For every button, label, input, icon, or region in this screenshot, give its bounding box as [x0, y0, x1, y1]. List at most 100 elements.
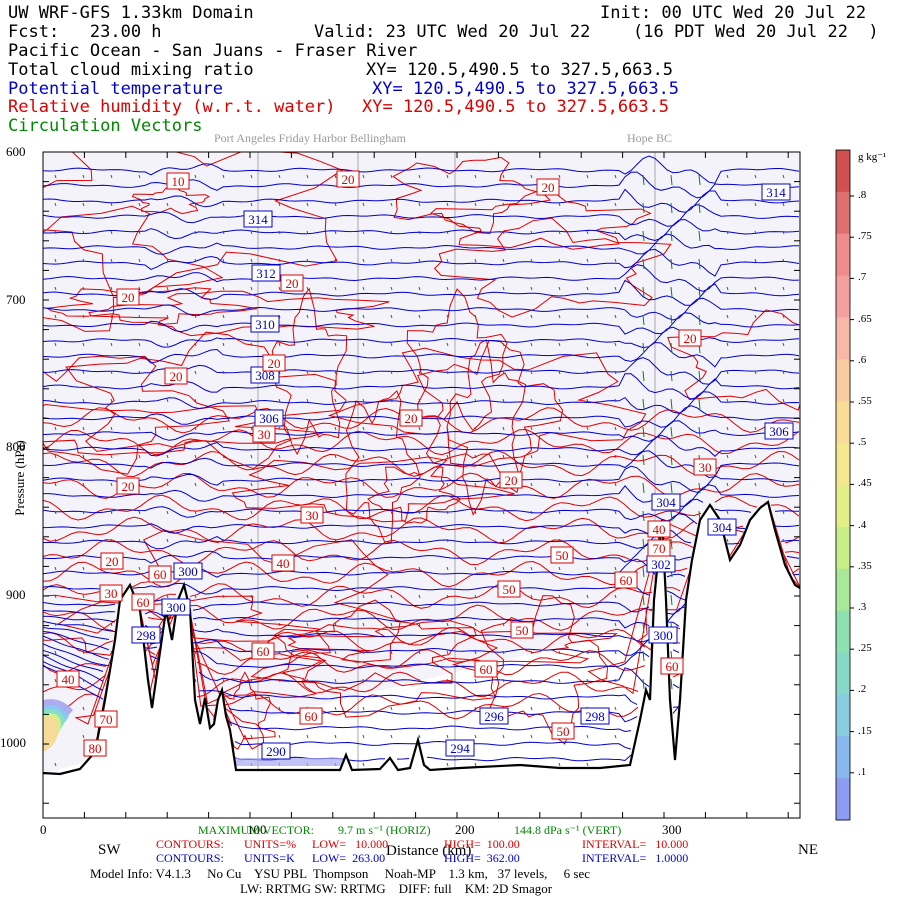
wind-vector — [362, 342, 365, 347]
wind-vector — [502, 342, 505, 347]
wind-vector — [670, 202, 673, 214]
wind-vector — [726, 342, 729, 347]
wind-vector — [278, 538, 281, 543]
wind-vector — [614, 538, 617, 543]
wind-vector — [446, 286, 449, 291]
rh-label: 40 — [653, 522, 666, 537]
wind-vector — [418, 594, 421, 599]
theta-label: 298 — [585, 709, 605, 724]
wind-vector — [250, 566, 253, 571]
theta-label: 314 — [766, 185, 786, 200]
wind-vector — [530, 286, 533, 291]
wind-vector — [110, 538, 113, 543]
wind-vector — [306, 342, 309, 347]
wind-vector — [54, 482, 57, 487]
wind-vector — [390, 258, 393, 263]
field-rh-xy: XY= 120.5,490.5 to 327.5,663.5 — [362, 97, 670, 117]
wind-vector — [222, 622, 225, 627]
colorbar-label: .4 — [858, 518, 867, 531]
wind-vector — [642, 482, 645, 494]
wind-vector — [222, 650, 225, 655]
wind-vector — [278, 678, 281, 683]
rh-label-box — [166, 172, 190, 190]
wind-vector — [54, 370, 57, 375]
wind-vector — [418, 174, 421, 179]
wind-vector — [334, 230, 337, 235]
colorbar-label: .3 — [858, 601, 867, 613]
rh-label-box — [83, 739, 107, 757]
wind-vector — [530, 594, 533, 599]
cloud-fill — [205, 758, 345, 766]
wind-vector — [502, 538, 505, 543]
wind-vector — [726, 426, 729, 431]
wind-vector — [474, 678, 477, 683]
terrain — [42, 500, 801, 818]
wind-vector — [586, 538, 589, 543]
max-vector-horiz: 9.7 m s⁻¹ (HORIZ) — [338, 823, 431, 837]
wind-vector — [222, 286, 225, 291]
wind-vector — [698, 370, 701, 382]
wind-vector — [502, 734, 505, 739]
wind-vector — [194, 678, 197, 683]
wind-vector — [782, 510, 785, 515]
rh-label: 20 — [405, 411, 418, 426]
wind-vector — [362, 370, 365, 375]
wind-vector — [54, 342, 57, 347]
wind-vector — [586, 734, 589, 739]
theta-label-box — [707, 518, 737, 536]
theta-label-box — [251, 264, 281, 282]
wind-vector — [306, 734, 309, 739]
theta-isentrope — [42, 631, 680, 689]
colorbar-label: .65 — [858, 312, 872, 325]
theta-label-box — [648, 626, 678, 644]
wind-vector — [558, 482, 561, 487]
wind-vector — [642, 650, 645, 662]
wind-vector — [390, 174, 393, 179]
wind-vector — [334, 258, 337, 263]
wind-vector — [54, 426, 57, 431]
wind-vector — [446, 426, 449, 431]
wind-vector — [642, 174, 645, 186]
wind-vector — [166, 286, 169, 291]
wind-vector — [446, 622, 449, 627]
wind-vector — [782, 230, 785, 235]
rh-label: 50 — [516, 623, 529, 638]
wind-vector — [446, 594, 449, 599]
wind-vector — [222, 566, 225, 571]
wind-vector — [306, 174, 309, 179]
wind-vector — [362, 482, 365, 487]
wind-vector — [642, 314, 645, 326]
colorbar-swatch — [836, 359, 850, 402]
rh-label-box — [336, 170, 360, 188]
theta-isentrope — [42, 264, 800, 292]
rh-label-box — [647, 539, 671, 557]
wind-vector — [754, 202, 757, 207]
wind-vector — [586, 678, 589, 683]
wind-vector — [558, 174, 561, 179]
rh-label: 30 — [105, 586, 118, 601]
wind-vector — [278, 594, 281, 599]
valid-time: Valid: 23 UTC Wed 20 Jul 22 — [314, 22, 591, 42]
wind-vector — [250, 538, 253, 543]
wind-vector — [642, 454, 645, 466]
wind-vector — [222, 370, 225, 375]
rh-label: 40 — [277, 556, 290, 571]
wind-vector — [82, 314, 85, 319]
rh-label-box — [271, 554, 295, 572]
wind-vector — [642, 258, 645, 270]
wind-vector — [530, 566, 533, 571]
wind-vector — [726, 230, 729, 235]
rh-label-box — [474, 660, 498, 678]
theta-isentrope — [42, 279, 800, 306]
wind-vector — [250, 398, 253, 403]
ne-label: NE — [798, 842, 818, 858]
theta-isentrope — [42, 434, 800, 457]
wind-vector — [250, 706, 253, 711]
wind-vector — [614, 622, 617, 627]
wind-vector — [194, 482, 197, 487]
wind-vector — [446, 510, 449, 515]
wind-vector — [82, 510, 85, 515]
wind-vector — [306, 566, 309, 571]
wind-vector — [782, 370, 785, 375]
wind-vector — [754, 454, 757, 459]
